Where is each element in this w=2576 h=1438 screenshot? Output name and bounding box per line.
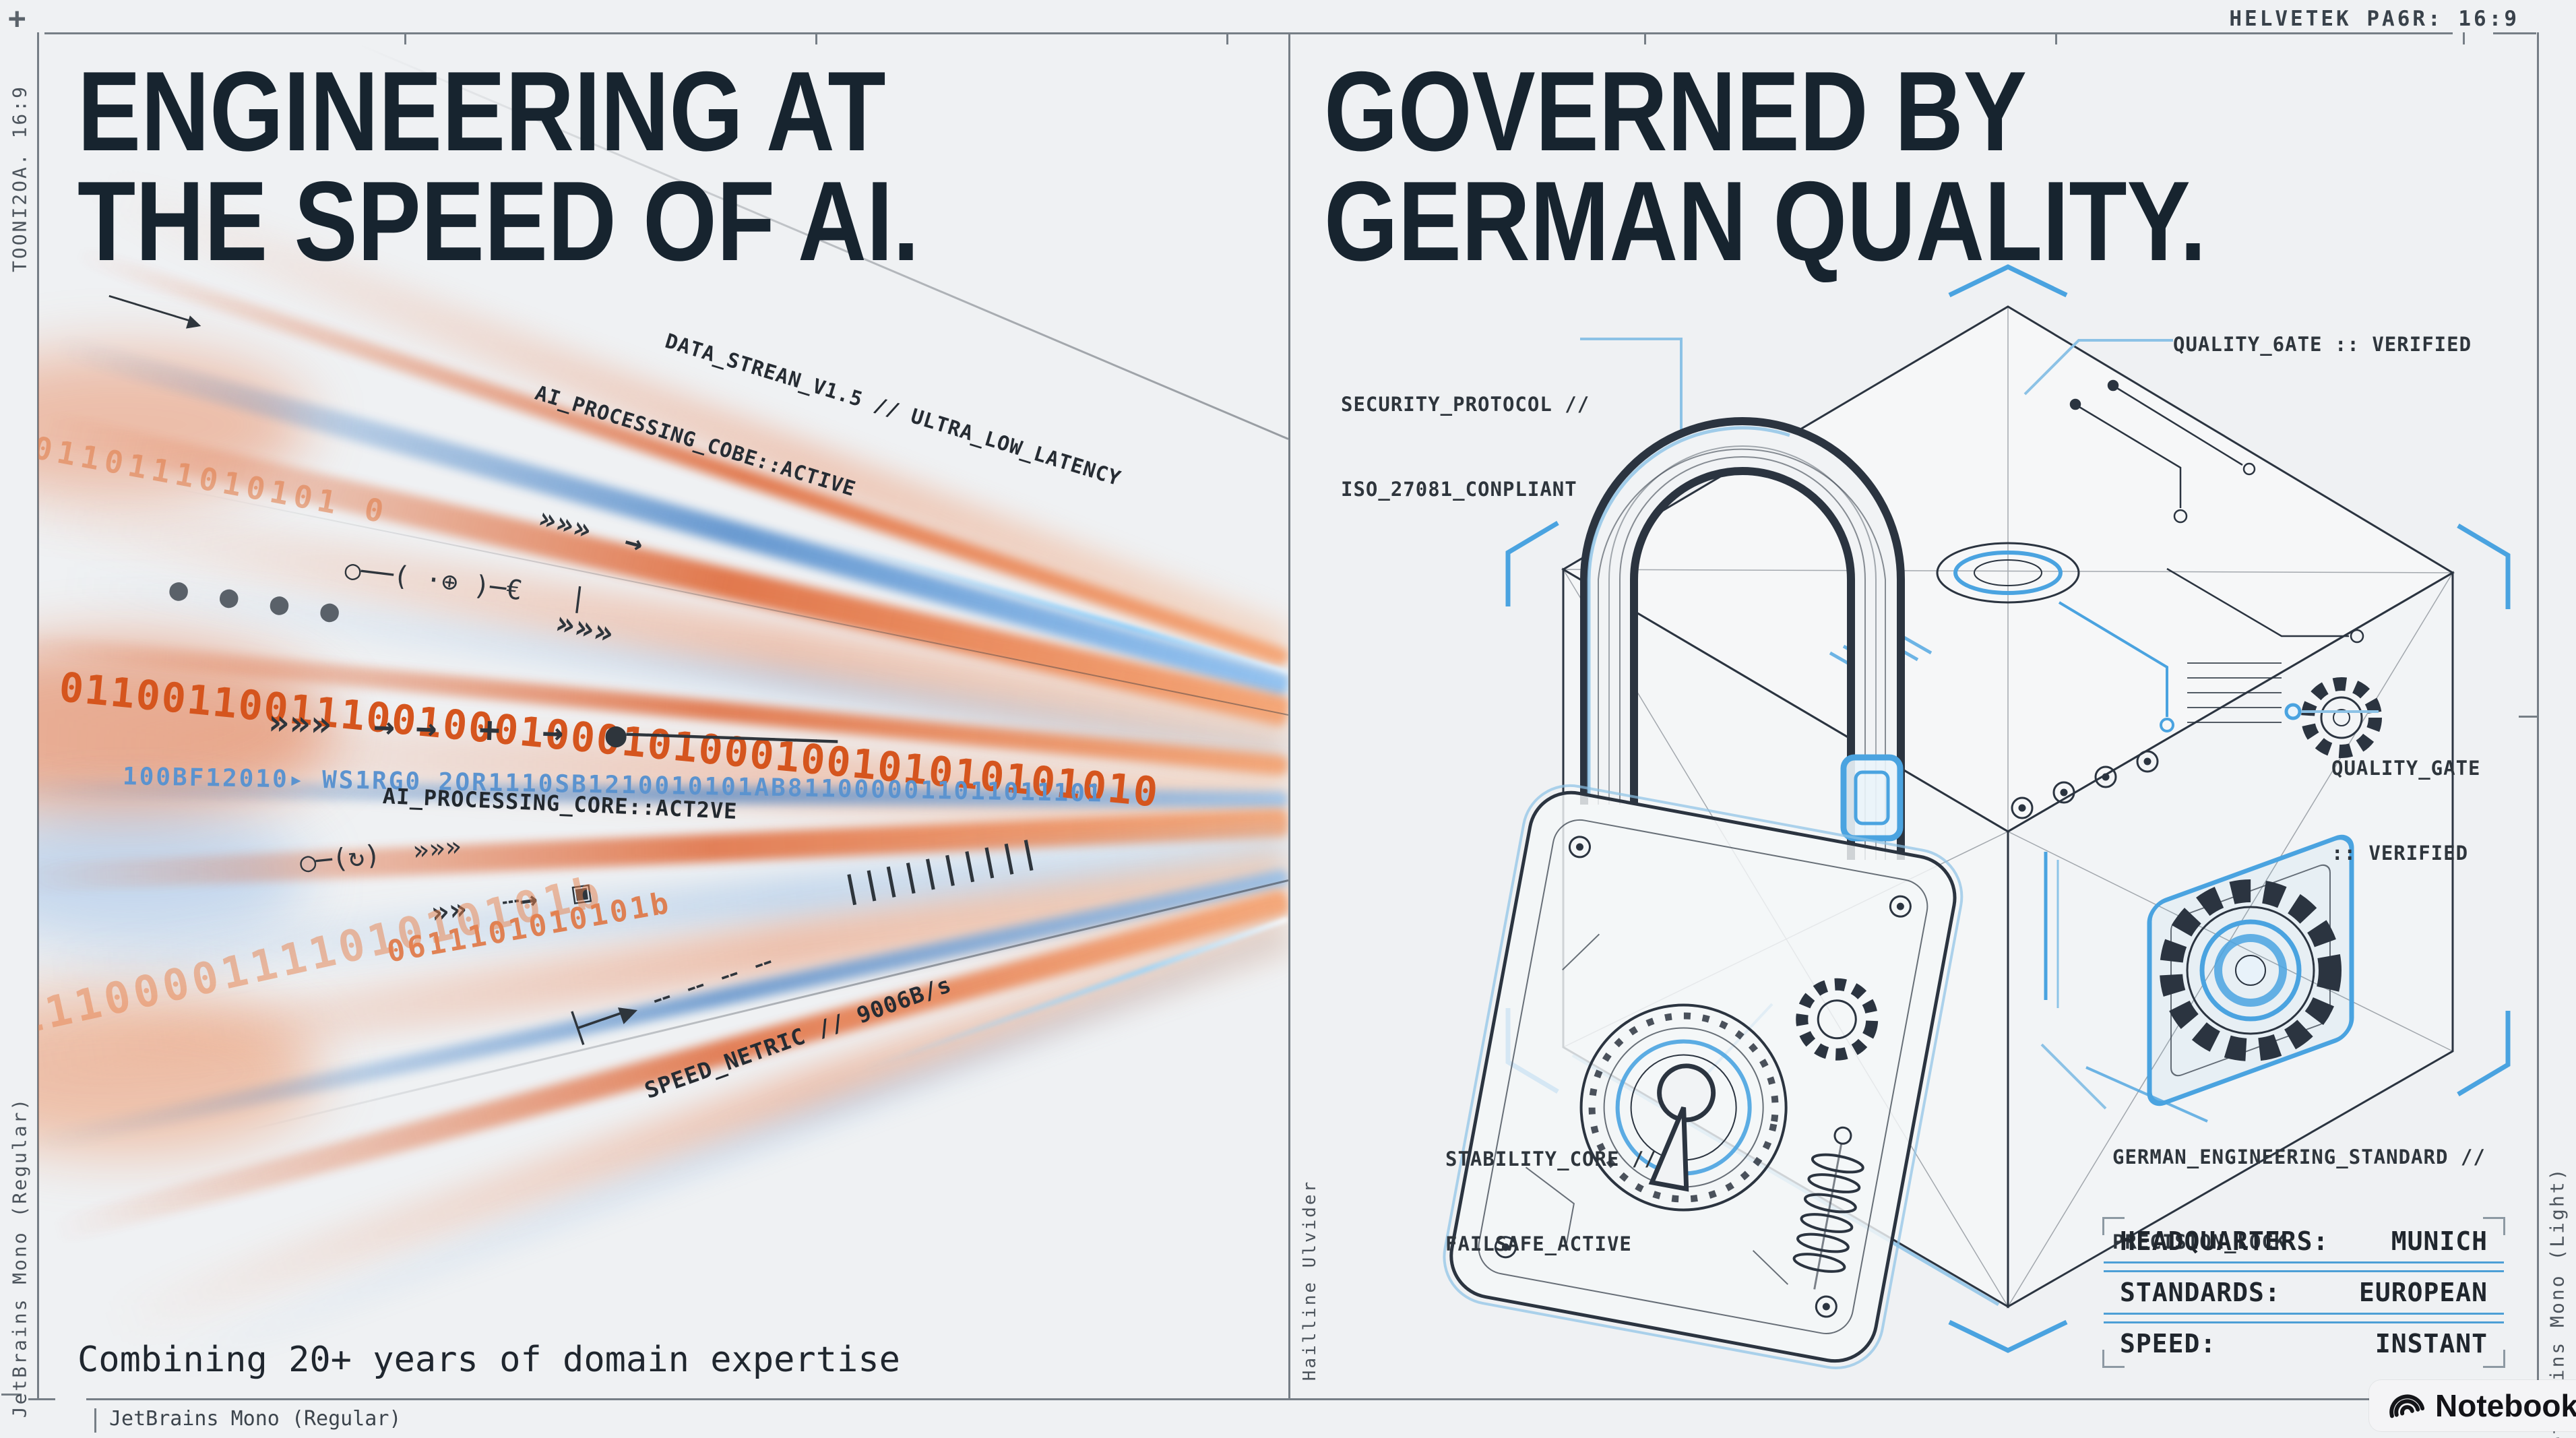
callout-stability-line2: FAILSAFE_ACTIVE (1445, 1232, 1632, 1256)
right-frame-line (2537, 32, 2539, 1400)
small-gear (2301, 677, 2382, 758)
table-row: STANDARDS: EUROPEAN (2102, 1272, 2505, 1313)
callout-security-line2: ISO_27081_CONPLIANT (1341, 478, 1577, 501)
right-edge-tick (2519, 716, 2538, 718)
ruler-tick (404, 32, 406, 44)
left-edge-font-label: JetBrains Mono (Regular) (8, 1096, 31, 1418)
keyhole (1648, 1063, 1716, 1192)
ruler-tick (2055, 32, 2057, 44)
left-paragraph: Combining 20+ years of domain expertise … (77, 1228, 943, 1398)
spring (1792, 1126, 1864, 1290)
left-edge-spec-label: TOONI2OA. 16:9 (8, 84, 31, 273)
left-title-line2: THE SPEED OF AI. (77, 157, 920, 284)
table-row: SPEED: INSTANT (2102, 1323, 2505, 1364)
table-corner (2102, 1217, 2125, 1235)
right-title-line1: GOVERNED BY (1324, 48, 2027, 175)
data-stream-graphic (38, 34, 1288, 1398)
callout-security-line1: SECURITY_PROTOCOL // (1341, 393, 1590, 416)
ruler-tick (1226, 32, 1228, 44)
right-title: GOVERNED BY GERMAN QUALITY. (1324, 48, 2207, 284)
stub-lines (2187, 662, 2282, 723)
bottom-note-tick (94, 1408, 96, 1433)
table-separator (2104, 1313, 2504, 1323)
inner-gear (1796, 978, 1879, 1061)
circuit-traces-blue (2058, 601, 2174, 732)
bottom-rule (86, 1398, 2537, 1400)
table-row-label: HEADQUARTERS: (2120, 1226, 2329, 1256)
spec-table: HEADQUARTERS: MUNICH STANDARDS: EUROPEAN… (2102, 1217, 2505, 1368)
table-corner (2102, 1350, 2125, 1368)
table-row-label: STANDARDS: (2120, 1278, 2281, 1307)
callout-quality-right-line1: QUALITY_GATE (2331, 757, 2481, 780)
callout-standard: GERMAN_ENGINEERING_STANDARD // PRECISION… (2112, 1086, 2486, 1313)
padlock-body (1443, 784, 1964, 1369)
paragraph-line1: Combining 20+ years of domain expertise (77, 1340, 900, 1380)
callout-quality-right: QUALITY_GATE :: VERIFIED (2331, 697, 2481, 924)
top-rule-right (2493, 32, 2536, 34)
left-title: ENGINEERING AT THE SPEED OF AI. (77, 48, 920, 284)
bolt-row (2011, 750, 2159, 819)
format-note: HELVETEK PA6R: 16:9 (2229, 7, 2519, 31)
table-row-value: INSTANT (2375, 1329, 2488, 1358)
left-title-line1: ENGINEERING AT (77, 48, 886, 175)
gear-plate (2147, 834, 2354, 1106)
notebooklm-icon (2389, 1394, 2424, 1418)
left-panel: ENGINEERING AT THE SPEED OF AI. ──────▶ … (38, 34, 1288, 1398)
top-seal (1936, 542, 2080, 604)
table-row-value: MUNICH (2391, 1226, 2488, 1256)
callout-quality-right-line2: :: VERIFIED (2331, 842, 2469, 865)
bottom-font-note: JetBrains Mono (Regular) (109, 1407, 402, 1431)
right-title-line2: GERMAN QUALITY. (1324, 157, 2207, 284)
right-panel: GOVERNED BY GERMAN QUALITY. (1288, 34, 2537, 1398)
callout-stability: STABILITY_CORE // FAILSAFE_ACTIVE (1445, 1088, 1657, 1315)
notebooklm-label: NotebookLM (2435, 1388, 2576, 1423)
padlock-shackle (1580, 417, 1905, 860)
registration-mark: + (8, 1, 26, 36)
table-corner (2483, 1350, 2505, 1368)
callout-standard-line1: GERMAN_ENGINEERING_STANDARD // (2112, 1146, 2486, 1169)
ruler-tick (1644, 32, 1646, 44)
lock-cube-blueprint (1443, 264, 2511, 1369)
table-corner (2483, 1217, 2505, 1235)
circuit-traces (2069, 379, 2364, 644)
notebooklm-badge: NotebookLM (2369, 1380, 2576, 1431)
ruler-tick (2463, 32, 2465, 44)
lock-wires (1525, 933, 1789, 1285)
table-separator (2104, 1261, 2504, 1272)
callout-security: SECURITY_PROTOCOL // ISO_27081_CONPLIANT (1341, 334, 1590, 560)
center-divider-line (1288, 32, 1290, 1398)
corner-dash (28, 1398, 55, 1400)
table-row-label: SPEED: (2120, 1329, 2217, 1358)
ruler-tick (815, 32, 817, 44)
callout-quality-top: QUALITY_6ATE :: VERIFIED (2173, 333, 2472, 356)
callout-standard-line2: PRECISION_LOCK (2112, 1230, 2287, 1254)
corner-dash (1, 1394, 22, 1396)
left-frame-line (37, 32, 39, 1400)
table-row: HEADQUARTERS: MUNICH (2102, 1221, 2505, 1261)
table-row-value: EUROPEAN (2358, 1278, 2488, 1307)
callout-stability-line1: STABILITY_CORE // (1445, 1148, 1657, 1171)
top-rule-left (44, 32, 2453, 34)
